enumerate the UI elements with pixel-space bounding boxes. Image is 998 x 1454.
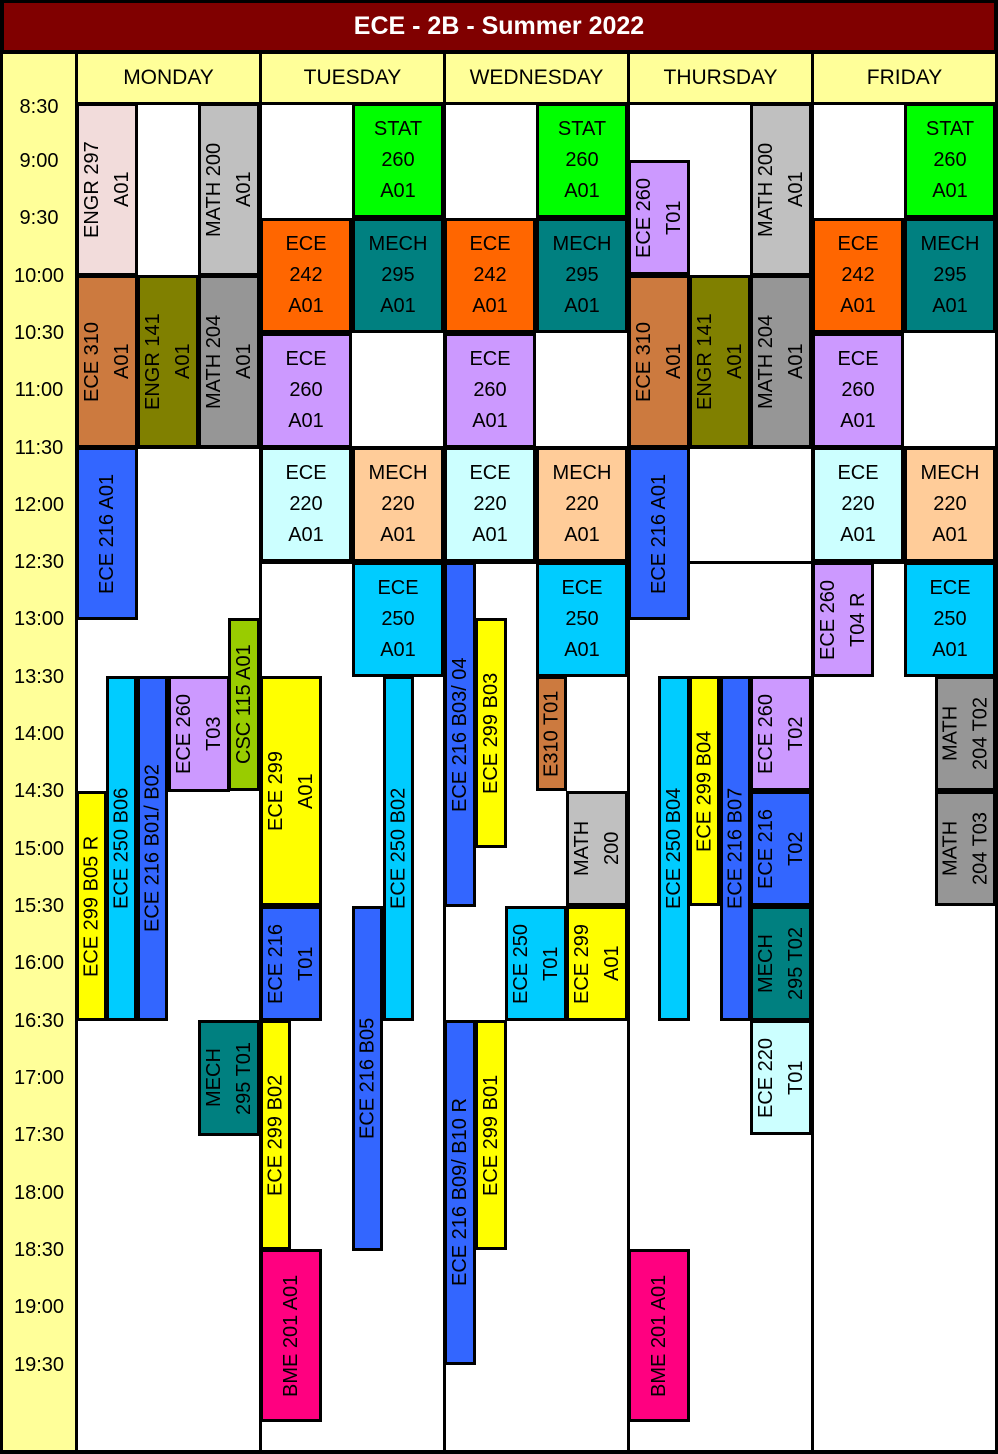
class-block-bme-201-a01: BME 201 A01 <box>260 1249 322 1422</box>
class-block-ece-250-b06: ECE 250 B06 <box>106 676 137 1021</box>
class-block-bme-201-a01: BME 201 A01 <box>628 1249 690 1422</box>
class-block-mech-295-t02: MECH 295 T02 <box>750 906 812 1021</box>
time-label: 12:00 <box>13 494 65 516</box>
class-block-stat-260-a01: STAT 260 A01 <box>904 103 996 218</box>
class-block-ece-310-a01: ECE 310 A01 <box>76 275 138 448</box>
class-block-mech-220-a01: MECH 220 A01 <box>536 447 628 562</box>
class-block-ece-216-b03-04: ECE 216 B03/ 04 <box>444 562 476 907</box>
class-block-ece-299-b05-r: ECE 299 B05 R <box>76 791 107 1021</box>
time-label: 18:30 <box>13 1239 65 1261</box>
class-block-ece-260-t01: ECE 260 T01 <box>628 160 690 275</box>
class-block-math-204-a01: MATH 204 A01 <box>750 275 812 448</box>
time-label: 17:00 <box>13 1067 65 1089</box>
time-label: 15:30 <box>13 895 65 917</box>
class-block-ece-216-b09-b10-r: ECE 216 B09/ B10 R <box>444 1020 476 1365</box>
time-label: 16:00 <box>13 952 65 974</box>
class-block-ece-216-b07: ECE 216 B07 <box>720 676 751 1021</box>
class-block-ece-260-t03: ECE 260 T03 <box>168 676 230 792</box>
time-label: 8:30 <box>19 96 59 118</box>
class-block-math-200-a01: MATH 200 A01 <box>198 103 260 276</box>
class-block-ece-250-a01: ECE 250 A01 <box>904 562 996 677</box>
class-block-ece-299-a01: ECE 299 A01 <box>566 906 628 1021</box>
class-block-ece-242-a01: ECE 242 A01 <box>812 218 904 333</box>
class-block-ece-260-t04-r: ECE 260 T04 R <box>812 562 874 677</box>
time-label: 15:00 <box>13 838 65 860</box>
class-block-ece-310-a01: ECE 310 A01 <box>628 275 690 448</box>
time-label: 11:00 <box>14 379 64 401</box>
class-block-ece-299-b01: ECE 299 B01 <box>475 1020 507 1250</box>
class-block-mech-220-a01: MECH 220 A01 <box>352 447 444 562</box>
time-label: 17:30 <box>13 1124 65 1146</box>
class-block-ece-299-b04: ECE 299 B04 <box>689 676 720 906</box>
class-block-e310-t01: E310 T01 <box>536 676 567 791</box>
class-block-ece-220-a01: ECE 220 A01 <box>444 447 536 562</box>
time-label: 16:30 <box>13 1010 65 1032</box>
class-block-mech-295-a01: MECH 295 A01 <box>904 218 996 333</box>
class-block-ece-250-b02: ECE 250 B02 <box>383 676 414 1021</box>
class-block-ece-260-a01: ECE 260 A01 <box>812 333 904 448</box>
column-divider <box>627 54 630 1450</box>
class-block-ece-250-t01: ECE 250 T01 <box>505 906 567 1021</box>
class-block-ece-216-b05: ECE 216 B05 <box>352 906 383 1251</box>
class-block-stat-260-a01: STAT 260 A01 <box>352 103 444 218</box>
time-label: 9:30 <box>19 207 59 229</box>
class-block-ece-216-t01: ECE 216 T01 <box>260 906 322 1021</box>
class-block-ece-250-a01: ECE 250 A01 <box>536 562 628 677</box>
class-block-ece-216-t02: ECE 216 T02 <box>750 791 812 906</box>
class-block-mech-295-a01: MECH 295 A01 <box>352 218 444 333</box>
day-header-wednesday: WEDNESDAY <box>446 54 627 102</box>
class-block-engr-141-a01: ENGR 141 A01 <box>137 275 199 448</box>
day-header-thursday: THURSDAY <box>630 54 811 102</box>
time-column <box>3 54 75 1450</box>
class-block-math-204-a01: MATH 204 A01 <box>198 275 260 448</box>
class-block-ece-216-b01-b02: ECE 216 B01/ B02 <box>137 676 168 1021</box>
class-block-ece-299-b02: ECE 299 B02 <box>260 1020 291 1250</box>
day-header-friday: FRIDAY <box>814 54 995 102</box>
time-label: 18:00 <box>13 1182 65 1204</box>
class-block-ece-260-a01: ECE 260 A01 <box>444 333 536 448</box>
day-header-tuesday: TUESDAY <box>262 54 443 102</box>
time-label: 13:00 <box>13 608 65 630</box>
time-label: 14:00 <box>13 723 65 745</box>
class-block-ece-242-a01: ECE 242 A01 <box>444 218 536 333</box>
time-label: 10:30 <box>13 322 65 344</box>
class-block-math-204-t03: MATH 204 T03 <box>935 791 996 906</box>
class-block-ece-220-t01: ECE 220 T01 <box>750 1020 812 1135</box>
class-block-ece-260-a01: ECE 260 A01 <box>260 333 352 448</box>
class-block-ece-216-a01: ECE 216 A01 <box>76 447 138 620</box>
time-label: 11:30 <box>14 437 64 459</box>
column-divider <box>75 54 78 1450</box>
class-block-stat-260-a01: STAT 260 A01 <box>536 103 628 218</box>
class-block-mech-220-a01: MECH 220 A01 <box>904 447 996 562</box>
time-label: 19:00 <box>13 1296 65 1318</box>
class-block-math-200-a01: MATH 200 A01 <box>750 103 812 276</box>
class-block-ece-220-a01: ECE 220 A01 <box>260 447 352 562</box>
time-label: 19:30 <box>13 1354 65 1376</box>
class-block-ece-299-a01: ECE 299 A01 <box>260 676 322 906</box>
timetable-title: ECE - 2B - Summer 2022 <box>4 3 994 50</box>
class-block-mech-295-t01: MECH 295 T01 <box>198 1020 260 1136</box>
class-block-csc-115-a01: CSC 115 A01 <box>228 618 260 791</box>
class-block-engr-141-a01: ENGR 141 A01 <box>689 275 751 448</box>
time-label: 9:00 <box>19 150 59 172</box>
time-label: 12:30 <box>13 551 65 573</box>
class-block-ece-250-a01: ECE 250 A01 <box>352 562 444 677</box>
class-block-math-204-t02: MATH 204 T02 <box>935 676 996 791</box>
class-block-math-200: MATH 200 <box>566 791 628 906</box>
class-block-engr-297-a01: ENGR 297 A01 <box>76 103 138 276</box>
day-header-monday: MONDAY <box>78 54 259 102</box>
class-block-ece-216-a01: ECE 216 A01 <box>628 447 690 620</box>
column-divider <box>811 54 814 1450</box>
time-label: 10:00 <box>13 265 65 287</box>
class-block-ece-260-t02: ECE 260 T02 <box>750 676 812 791</box>
time-label: 13:30 <box>13 666 65 688</box>
class-block-mech-295-a01: MECH 295 A01 <box>536 218 628 333</box>
class-block-ece-299-b03: ECE 299 B03 <box>475 618 507 848</box>
class-block-ece-250-b04: ECE 250 B04 <box>658 676 690 1021</box>
class-block-ece-242-a01: ECE 242 A01 <box>260 218 352 333</box>
class-block-ece-220-a01: ECE 220 A01 <box>812 447 904 562</box>
time-label: 14:30 <box>13 780 65 802</box>
